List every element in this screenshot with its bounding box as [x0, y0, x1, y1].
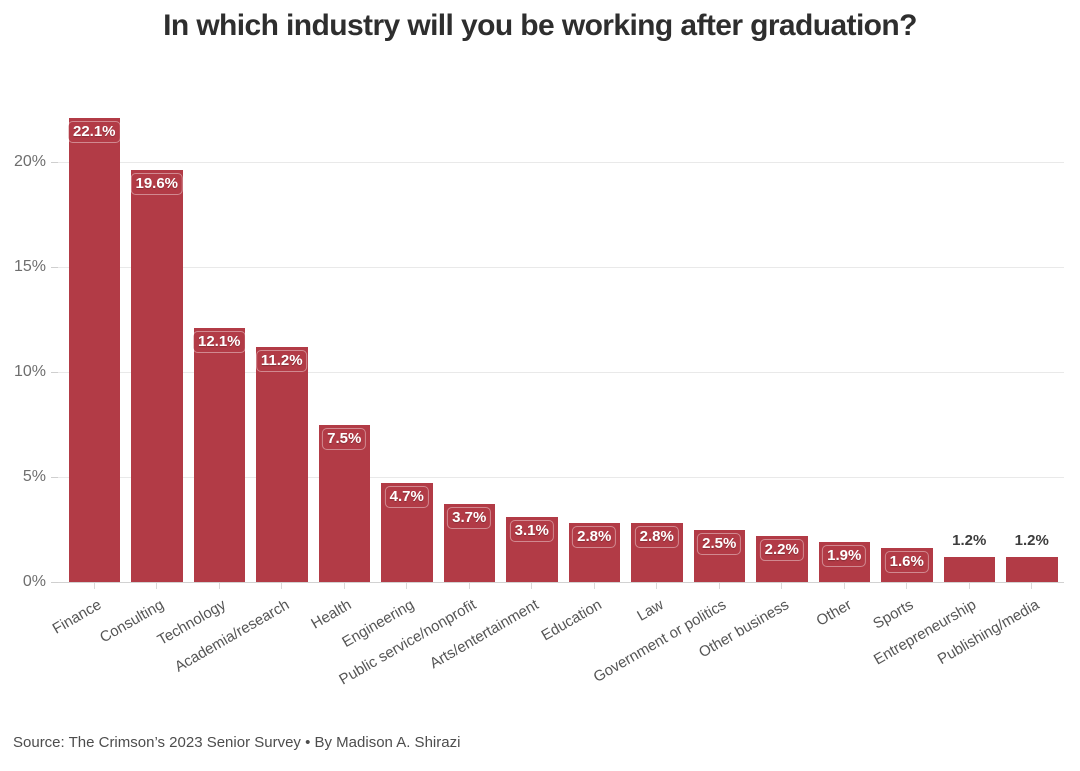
- x-category-label: Arts/entertainment: [427, 596, 542, 673]
- x-axis-tick: [843, 583, 845, 589]
- y-axis-tick-label: 15%: [13, 258, 46, 275]
- bar: [1006, 556, 1058, 582]
- bar: [131, 170, 183, 582]
- y-axis-tick-label: 5%: [22, 468, 46, 485]
- x-axis-tick: [406, 583, 408, 589]
- bar-value-label: 1.6%: [885, 552, 928, 573]
- y-gridline: [58, 266, 1064, 268]
- chart-title: In which industry will you be working af…: [163, 9, 917, 42]
- x-category-label: Other: [813, 596, 855, 630]
- x-axis-tick: [1031, 583, 1033, 589]
- bar-value-label: 2.2%: [760, 539, 803, 560]
- x-axis-tick: [906, 583, 908, 589]
- y-axis-tick: [51, 161, 58, 163]
- x-axis-tick: [93, 583, 95, 589]
- bar: [68, 117, 120, 582]
- bar: [943, 556, 995, 582]
- x-axis-tick: [781, 583, 783, 589]
- x-category-label: Education: [537, 596, 605, 645]
- x-axis-tick: [281, 583, 283, 589]
- bar-value-label: 1.9%: [823, 546, 866, 567]
- y-axis-tick-label: 10%: [13, 363, 46, 380]
- x-axis-tick: [593, 583, 595, 589]
- x-category-label: Law: [634, 596, 667, 625]
- bar: [318, 424, 370, 582]
- bar-value-label: 1.2%: [1014, 531, 1049, 549]
- y-axis-tick-label: 0%: [22, 573, 46, 590]
- bar-value-label: 3.1%: [510, 520, 553, 541]
- bar-value-label: 19.6%: [131, 174, 183, 195]
- x-axis-tick: [718, 583, 720, 589]
- x-category-label: Health: [308, 596, 355, 633]
- source-note: Source: The Crimson’s 2023 Senior Survey…: [13, 734, 461, 751]
- x-axis-tick: [156, 583, 158, 589]
- bar-value-label: 7.5%: [323, 428, 366, 449]
- y-axis-tick: [51, 371, 58, 373]
- y-axis-tick-label: 20%: [13, 153, 46, 170]
- y-gridline: [58, 371, 1064, 373]
- bar-value-label: 12.1%: [193, 331, 245, 352]
- bar-value-label: 3.7%: [448, 508, 491, 529]
- y-axis-tick: [51, 581, 58, 583]
- bar-value-label: 1.2%: [952, 531, 987, 549]
- x-axis-tick: [531, 583, 533, 589]
- bar: [256, 346, 308, 582]
- x-axis-tick: [656, 583, 658, 589]
- y-axis-tick: [51, 476, 58, 478]
- bar-value-label: 4.7%: [385, 487, 428, 508]
- x-axis-baseline: [58, 581, 1064, 583]
- bar-value-label: 2.8%: [573, 527, 616, 548]
- x-category-label: Consulting: [96, 596, 167, 647]
- y-gridline: [58, 161, 1064, 163]
- bar: [193, 327, 245, 582]
- x-category-label: Sports: [870, 596, 917, 633]
- bar-value-label: 11.2%: [256, 350, 307, 371]
- x-axis-tick: [343, 583, 345, 589]
- x-axis-tick: [218, 583, 220, 589]
- y-axis-tick: [51, 266, 58, 268]
- x-category-label: Academia/research: [171, 596, 292, 676]
- y-gridline: [58, 476, 1064, 478]
- x-axis-tick: [468, 583, 470, 589]
- bar-value-label: 2.8%: [635, 527, 678, 548]
- bar-value-label: 2.5%: [698, 533, 741, 554]
- x-axis-tick: [968, 583, 970, 589]
- bar-value-label: 22.1%: [68, 121, 120, 142]
